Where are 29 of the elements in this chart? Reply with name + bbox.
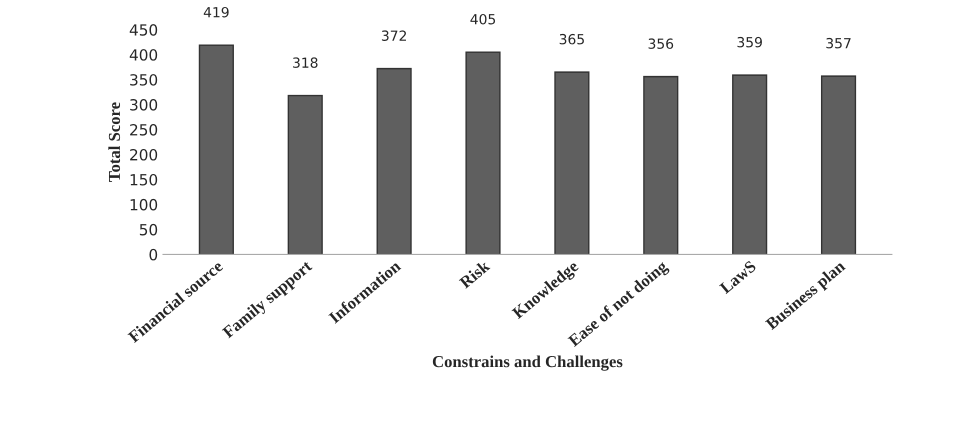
y-tick-label: 100 [130, 198, 158, 210]
data-label: 372 [382, 30, 406, 41]
x-tick-label: Risk [458, 259, 491, 289]
bar [820, 75, 856, 254]
y-axis-title: Total Score [108, 102, 120, 182]
y-tick-label: 150 [130, 174, 158, 186]
bar [732, 74, 768, 254]
y-tick-label: 0 [149, 248, 158, 260]
bar [376, 68, 412, 254]
data-label: 419 [204, 6, 229, 18]
data-label: 318 [293, 57, 318, 68]
bar [465, 51, 501, 254]
data-label: 359 [737, 36, 762, 48]
y-tick-label: 350 [130, 74, 158, 86]
y-tick-label: 300 [130, 99, 158, 111]
data-label: 365 [560, 34, 584, 44]
data-label: 356 [648, 38, 674, 49]
bar [554, 71, 590, 254]
bar [198, 44, 234, 254]
x-axis-title: Constrains and Challenges [432, 355, 622, 371]
y-tick-label: 450 [130, 24, 158, 36]
y-tick-label: 250 [130, 124, 158, 136]
y-tick-label: 50 [140, 224, 158, 236]
bar [288, 94, 323, 254]
bar [643, 76, 678, 254]
data-label: 357 [826, 38, 851, 48]
y-tick-label: 200 [130, 148, 158, 161]
data-label: 405 [470, 14, 496, 24]
y-tick-label: 400 [130, 49, 158, 61]
